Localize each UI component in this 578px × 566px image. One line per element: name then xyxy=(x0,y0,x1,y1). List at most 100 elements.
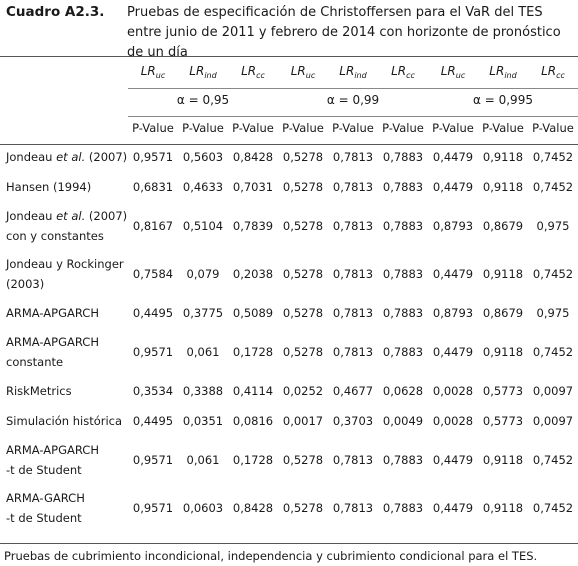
model-name-part: (2007) xyxy=(85,150,128,164)
pvalue-cell: 0,9571 xyxy=(132,453,174,467)
pvalue-cell: 0,0351 xyxy=(182,414,224,428)
stat-header-main: LR xyxy=(339,64,355,78)
pvalue-cell: 0,7883 xyxy=(382,501,424,515)
header-divider xyxy=(128,88,578,89)
alpha-header: α = 0,95 xyxy=(176,93,230,107)
pvalue-cell: 0,061 xyxy=(186,345,220,359)
pvalue-cell: 0,7452 xyxy=(532,501,574,515)
pvalue-rule xyxy=(0,144,578,145)
pvalue-cell: 0,7813 xyxy=(332,267,374,281)
pvalue-cell: 0,9571 xyxy=(132,501,174,515)
pvalue-cell: 0,7883 xyxy=(382,345,424,359)
table-row: ARMA-GARCH -t de Student 0,9571 0,0603 0,842… xyxy=(0,484,578,532)
alpha-header: α = 0,99 xyxy=(326,93,380,107)
pvalue-cell: 0,975 xyxy=(536,306,570,320)
pvalue-cell: 0,5104 xyxy=(182,219,224,233)
stat-header: LRcc xyxy=(228,58,278,86)
model-name-part: (2007) xyxy=(85,209,128,223)
model-name-part: Jondeau xyxy=(6,209,57,223)
pvalue-cell: 0,9118 xyxy=(482,453,524,467)
pvalue-cell: 0,7813 xyxy=(332,501,374,515)
stat-header-sub: cc xyxy=(256,71,265,80)
pvalue-cell: 0,8793 xyxy=(432,306,474,320)
pvalue-cell: 0,7883 xyxy=(382,267,424,281)
pvalue-cell: 0,7031 xyxy=(232,180,274,194)
pvalue-cell: 0,7813 xyxy=(332,150,374,164)
pvalue-cell: 0,7813 xyxy=(332,453,374,467)
pvalue-cell: 0,8679 xyxy=(482,219,524,233)
stat-header-main: LR xyxy=(391,64,407,78)
pvalue-header: P-Value xyxy=(382,121,424,135)
model-name-part: et al. xyxy=(56,150,86,164)
pvalue-cell: 0,4677 xyxy=(332,384,374,398)
pvalue-cell: 0,8428 xyxy=(232,501,274,515)
model-name: ARMA-GARCH -t de Student xyxy=(0,484,128,532)
table-row: Hansen (1994) 0,6831 0,4633 0,7031 0,5278 0,7… xyxy=(0,172,578,202)
pvalue-cell: 0,3388 xyxy=(182,384,224,398)
pvalue-cell: 0,8167 xyxy=(132,219,174,233)
corner-cell xyxy=(0,114,128,142)
table-row: Jondeau et al. (2007) con y constantes 0,8… xyxy=(0,202,578,250)
pvalue-cell: 0,4495 xyxy=(132,414,174,428)
pvalue-cell: 0,0097 xyxy=(532,414,574,428)
pvalue-cell: 0,079 xyxy=(186,267,220,281)
stat-header: LRuc xyxy=(128,58,178,86)
model-name-part: -t de Student xyxy=(6,463,82,477)
table-row: Simulación histórica 0,4495 0,0351 0,0816 0,… xyxy=(0,406,578,436)
pvalue-cell: 0,1728 xyxy=(232,345,274,359)
pvalue-cell: 0,9571 xyxy=(132,345,174,359)
model-name: Simulación histórica xyxy=(0,406,128,436)
pvalue-header: P-Value xyxy=(132,121,174,135)
corner-cell xyxy=(0,58,128,86)
pvalue-cell: 0,4479 xyxy=(432,267,474,281)
pvalue-header: P-Value xyxy=(482,121,524,135)
model-name: ARMA-APGARCH constante xyxy=(0,328,128,376)
pvalue-header: P-Value xyxy=(332,121,374,135)
pvalue-cell: 0,7883 xyxy=(382,219,424,233)
pvalue-cell: 0,0628 xyxy=(382,384,424,398)
pvalue-cell: 0,7813 xyxy=(332,306,374,320)
pvalue-cell: 0,5089 xyxy=(232,306,274,320)
pvalue-cell: 0,5278 xyxy=(282,267,324,281)
pvalue-cell: 0,7883 xyxy=(382,180,424,194)
pvalue-cell: 0,9118 xyxy=(482,180,524,194)
pvalue-cell: 0,8793 xyxy=(432,219,474,233)
pvalue-header-row: P-Value P-Value P-Value P-Value P-Value P-Val… xyxy=(0,114,578,142)
stat-header-sub: ind xyxy=(354,71,367,80)
pvalue-cell: 0,7452 xyxy=(532,267,574,281)
pvalue-cell: 0,9118 xyxy=(482,150,524,164)
pvalue-cell: 0,7452 xyxy=(532,453,574,467)
pvalue-cell: 0,0603 xyxy=(182,501,224,515)
pvalue-cell: 0,4479 xyxy=(432,345,474,359)
stat-header-sub: cc xyxy=(406,71,415,80)
stat-header-sub: cc xyxy=(556,71,565,80)
pvalue-cell: 0,0816 xyxy=(232,414,274,428)
table-row: ARMA-APGARCH -t de Student 0,9571 0,061 0,17… xyxy=(0,436,578,484)
alpha-header-row: α = 0,95 α = 0,99 α = 0,995 xyxy=(0,86,578,114)
stat-header-sub: uc xyxy=(455,71,466,80)
pvalue-cell: 0,4479 xyxy=(432,180,474,194)
pvalue-cell: 0,0028 xyxy=(432,414,474,428)
pvalue-cell: 0,7813 xyxy=(332,180,374,194)
table-row: RiskMetrics 0,3534 0,3388 0,4114 0,0252 0,467… xyxy=(0,376,578,406)
model-name: ARMA-APGARCH -t de Student xyxy=(0,436,128,484)
pvalue-cell: 0,5278 xyxy=(282,150,324,164)
table-row: Jondeau et al. (2007) 0,9571 0,5603 0,8428 0… xyxy=(0,142,578,172)
pvalue-cell: 0,9571 xyxy=(132,150,174,164)
model-name-part: con y constantes xyxy=(6,229,104,243)
stat-header-main: LR xyxy=(241,64,257,78)
model-name-part: constante xyxy=(6,355,64,369)
alpha-divider xyxy=(128,116,578,117)
pvalue-cell: 0,4114 xyxy=(232,384,274,398)
table-label: Cuadro A2.3. xyxy=(6,4,105,20)
pvalue-cell: 0,4633 xyxy=(182,180,224,194)
corner-cell xyxy=(0,86,128,114)
pvalue-cell: 0,9118 xyxy=(482,501,524,515)
table-row: ARMA-APGARCH constante 0,9571 0,061 0,1728 0,… xyxy=(0,328,578,376)
stat-header: LRind xyxy=(178,58,228,86)
pvalue-header: P-Value xyxy=(532,121,574,135)
pvalue-cell: 0,975 xyxy=(536,219,570,233)
pvalue-cell: 0,5603 xyxy=(182,150,224,164)
model-name-part: Simulación histórica xyxy=(6,414,123,428)
model-name-part: Hansen (1994) xyxy=(6,180,92,194)
